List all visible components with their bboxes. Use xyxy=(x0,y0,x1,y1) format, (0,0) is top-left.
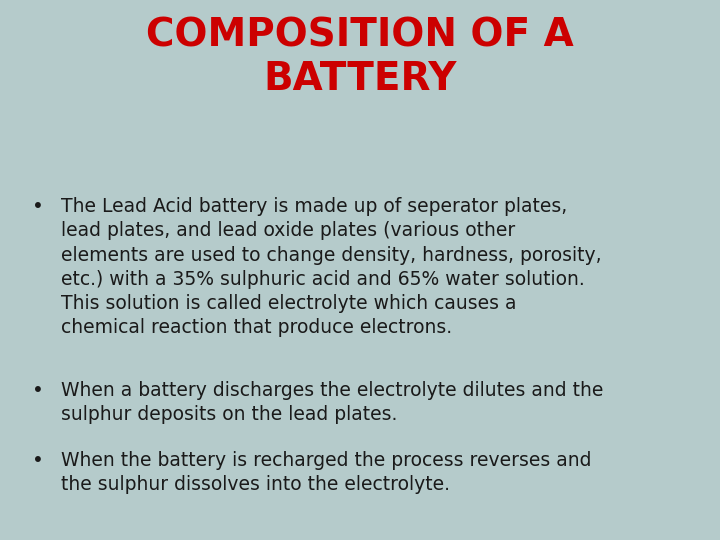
Text: •: • xyxy=(32,197,44,216)
Text: The Lead Acid battery is made up of seperator plates,
lead plates, and lead oxid: The Lead Acid battery is made up of sepe… xyxy=(61,197,602,338)
Text: •: • xyxy=(32,451,44,470)
Text: When the battery is recharged the process reverses and
the sulphur dissolves int: When the battery is recharged the proces… xyxy=(61,451,592,494)
Text: •: • xyxy=(32,381,44,400)
Text: When a battery discharges the electrolyte dilutes and the
sulphur deposits on th: When a battery discharges the electrolyt… xyxy=(61,381,603,424)
Text: COMPOSITION OF A
BATTERY: COMPOSITION OF A BATTERY xyxy=(146,16,574,98)
